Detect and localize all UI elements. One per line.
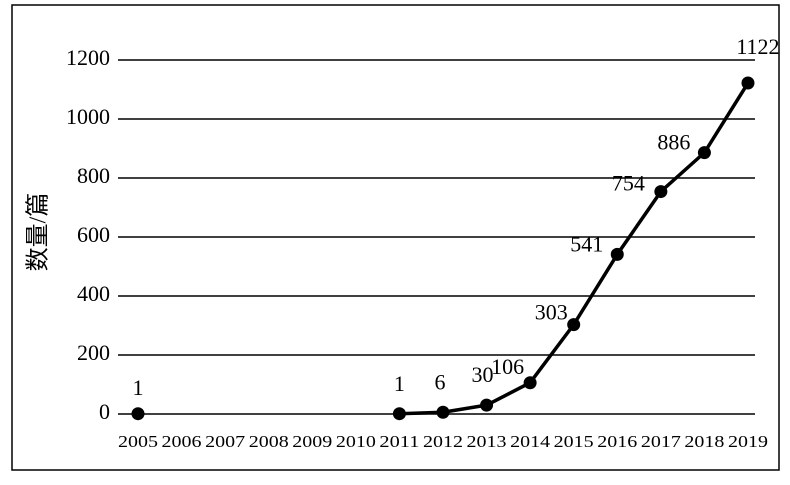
frame	[11, 4, 780, 471]
y-tick-label: 400	[77, 281, 110, 306]
x-tick-label: 2015	[554, 432, 594, 451]
x-tick-label: 2011	[379, 432, 419, 451]
data-label: 303	[535, 300, 568, 325]
x-tick-label: 2016	[597, 432, 637, 451]
data-label: 30	[472, 362, 494, 387]
x-tick-label: 2018	[684, 432, 724, 451]
data-label: 1122	[736, 34, 779, 59]
y-axis-label: 数量/篇	[25, 193, 52, 272]
data-label: 1	[133, 375, 144, 400]
data-point	[436, 405, 450, 419]
data-point	[480, 398, 494, 412]
y-tick-label: 800	[77, 163, 110, 188]
data-point	[610, 247, 624, 261]
x-tick-label: 2014	[510, 432, 551, 451]
data-point	[392, 407, 406, 421]
data-label: 1	[394, 371, 405, 396]
data-point	[523, 376, 537, 390]
y-tick-label: 1200	[66, 45, 110, 70]
x-tick-label: 2013	[467, 432, 507, 451]
y-tick-label: 1000	[66, 104, 110, 129]
data-point	[654, 185, 668, 199]
y-tick-label: 0	[99, 399, 110, 424]
data-point	[567, 318, 581, 332]
data-label: 541	[570, 231, 603, 256]
x-tick-label: 2012	[423, 432, 463, 451]
x-tick-label: 2009	[292, 432, 332, 451]
x-tick-label: 2005	[118, 432, 158, 451]
data-label: 754	[612, 171, 645, 196]
data-label: 106	[491, 354, 524, 379]
x-tick-label: 2006	[162, 432, 202, 451]
data-label: 886	[657, 130, 690, 155]
data-label: 6	[434, 369, 445, 394]
data-point	[131, 407, 145, 421]
data-point	[697, 146, 711, 160]
x-tick-label: 2007	[205, 432, 246, 451]
x-tick-label: 2017	[641, 432, 682, 451]
x-tick-label: 2010	[336, 432, 376, 451]
x-tick-label: 2008	[249, 432, 289, 451]
x-tick-label: 2019	[728, 432, 768, 451]
data-point	[741, 76, 755, 90]
y-tick-label: 600	[77, 222, 110, 247]
y-tick-label: 200	[77, 340, 110, 365]
